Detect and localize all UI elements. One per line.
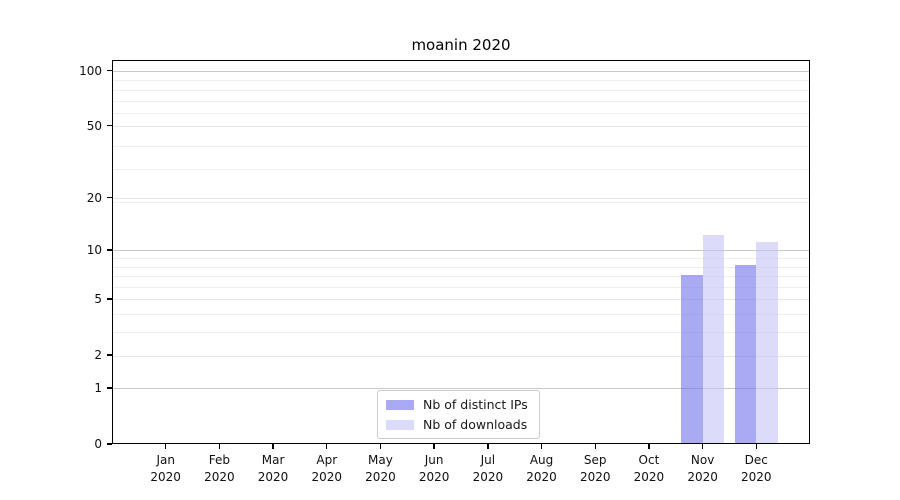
bar-nov-downloads xyxy=(702,235,725,443)
gridline xyxy=(113,355,809,357)
y-axis-tick xyxy=(106,125,112,127)
y-axis-tick xyxy=(106,196,112,199)
bar-nov-distinct-ips xyxy=(681,274,703,443)
plot-area xyxy=(112,60,810,444)
x-axis-tick-label: Nov 2020 xyxy=(687,453,718,484)
y-axis-tick-label: 1 xyxy=(94,380,102,395)
x-axis-tick-label: Sep 2020 xyxy=(579,453,611,484)
y-axis-tick xyxy=(106,387,112,389)
x-axis-tick xyxy=(218,444,221,449)
gridline xyxy=(113,250,809,252)
y-axis-tick-label: 100 xyxy=(79,63,102,78)
gridline xyxy=(113,89,809,91)
bar-dec-distinct-ips xyxy=(734,265,757,443)
x-axis-tick-label: Jul 2020 xyxy=(472,453,504,484)
x-axis-tick-label: Jan 2020 xyxy=(150,453,181,484)
y-axis-tick-label: 0 xyxy=(94,437,102,451)
x-axis-tick xyxy=(379,444,382,449)
x-axis-tick-label: Feb 2020 xyxy=(204,453,235,484)
y-axis-tick xyxy=(106,443,112,445)
x-axis-tick xyxy=(648,444,650,449)
y-axis-tick-label: 10 xyxy=(86,242,102,257)
x-axis-tick xyxy=(701,444,704,449)
x-axis-tick xyxy=(272,444,274,449)
y-axis-tick xyxy=(106,249,112,251)
y-axis-tick-label: 50 xyxy=(86,118,102,133)
gridline xyxy=(113,71,809,72)
y-axis-tick xyxy=(106,298,112,300)
gridline xyxy=(113,202,809,204)
chart-title: moanin 2020 xyxy=(411,36,511,54)
gridline xyxy=(113,113,809,115)
y-axis-tick-label: 2 xyxy=(94,348,102,363)
x-axis-tick-label: Oct 2020 xyxy=(633,453,665,484)
legend-swatch-distinct-ips xyxy=(386,399,414,410)
x-axis-tick xyxy=(326,444,328,449)
legend-item-downloads: Nb of downloads xyxy=(386,417,528,432)
gridline xyxy=(113,126,809,128)
legend-swatch-downloads xyxy=(386,419,414,430)
y-axis-tick xyxy=(106,69,112,72)
y-axis-tick xyxy=(106,354,112,356)
gridline xyxy=(113,276,809,278)
x-axis-tick-label: Mar 2020 xyxy=(257,453,289,484)
x-axis-tick xyxy=(164,444,167,449)
gridline xyxy=(113,100,809,102)
gridline xyxy=(113,258,809,260)
legend-label-downloads: Nb of downloads xyxy=(423,417,528,432)
x-axis-tick-label: Jun 2020 xyxy=(418,453,450,484)
x-axis-tick xyxy=(487,444,489,449)
x-axis-tick-label: Dec 2020 xyxy=(741,453,772,484)
x-axis-tick xyxy=(594,444,596,449)
gridline xyxy=(113,332,809,334)
legend-item-distinct-ips: Nb of distinct IPs xyxy=(386,397,528,412)
gridline xyxy=(113,388,809,390)
x-axis-tick xyxy=(755,444,757,449)
legend: Nb of distinct IPs Nb of downloads xyxy=(377,390,540,439)
x-axis-tick-label: Aug 2020 xyxy=(526,453,557,484)
gridline xyxy=(113,80,809,82)
gridline xyxy=(113,169,809,171)
x-axis-tick-label: Apr 2020 xyxy=(311,453,343,484)
x-axis-tick xyxy=(540,444,543,449)
bar-dec-downloads xyxy=(756,241,778,443)
gridline xyxy=(113,266,809,268)
gridline xyxy=(113,198,809,200)
x-axis-tick xyxy=(433,444,435,449)
gridline xyxy=(113,287,809,289)
legend-label-distinct-ips: Nb of distinct IPs xyxy=(423,397,528,412)
y-axis-tick-label: 5 xyxy=(94,291,102,306)
x-axis-tick-label: May 2020 xyxy=(365,453,396,484)
gridline xyxy=(113,299,809,301)
y-axis-tick-label: 20 xyxy=(86,190,102,205)
gridline xyxy=(113,145,809,147)
gridline xyxy=(113,314,809,316)
